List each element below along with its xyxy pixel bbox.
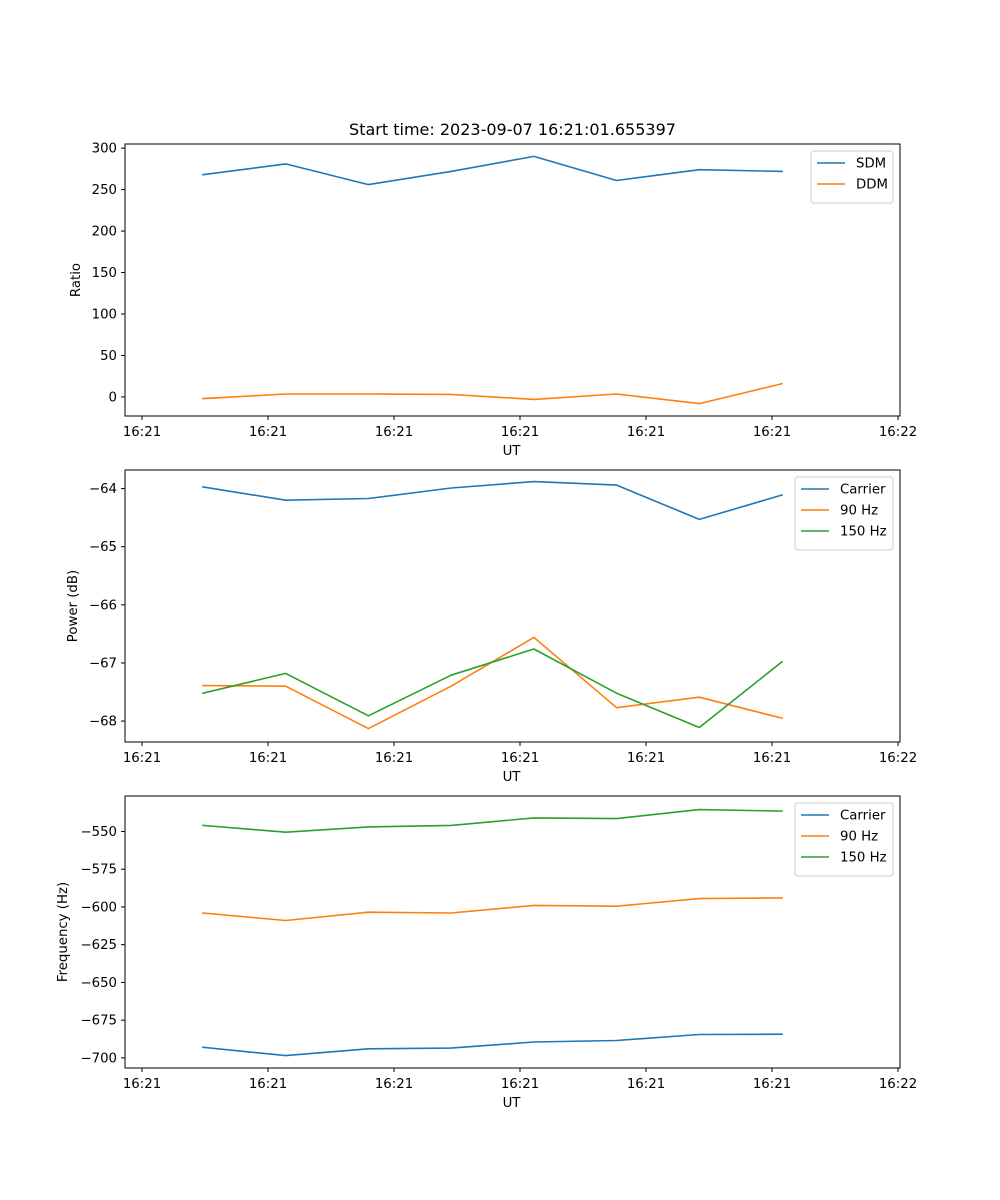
- legend-box: [810, 150, 894, 204]
- y-tick-label: −650: [80, 976, 117, 991]
- y-tick-label: −68: [89, 715, 117, 730]
- series-line-carrier: [202, 1033, 783, 1057]
- x-tick-label: 16:21: [123, 425, 161, 440]
- y-axis-label: Ratio: [69, 263, 84, 297]
- x-tick-label: 16:21: [627, 751, 665, 766]
- legend-label: 150 Hz: [840, 525, 887, 540]
- y-tick-label: 0: [109, 390, 117, 405]
- x-tick-label: 16:21: [375, 1077, 413, 1092]
- y-tick-label: 300: [92, 142, 117, 157]
- y-tick-label: 250: [92, 183, 117, 198]
- chart-title: Start time: 2023-09-07 16:21:01.655397: [349, 120, 676, 139]
- y-tick-label: 100: [92, 308, 117, 323]
- x-tick-label: 16:22: [879, 751, 917, 766]
- legend-label: DDM: [856, 178, 888, 193]
- x-tick-label: 16:21: [753, 751, 791, 766]
- x-tick-label: 16:21: [753, 425, 791, 440]
- y-tick-label: −675: [80, 1014, 117, 1029]
- x-tick-label: 16:22: [879, 425, 917, 440]
- x-tick-label: 16:22: [879, 1077, 917, 1092]
- x-tick-label: 16:21: [501, 425, 539, 440]
- x-tick-label: 16:21: [501, 1077, 539, 1092]
- chart-panel-2: 16:21 16:21 16:21 16:21 16:21 16:21 16:22 −68 −6…: [66, 469, 917, 785]
- y-axis-label: Power (dB): [66, 570, 81, 642]
- x-tick-label: 16:21: [627, 1077, 665, 1092]
- series-line-90-hz: [202, 636, 783, 730]
- y-axis-label: Frequency (Hz): [56, 882, 71, 982]
- series-line-150-hz: [202, 648, 784, 729]
- x-axis-label: UT: [503, 1096, 522, 1111]
- axes-frame: [124, 469, 901, 743]
- y-tick-label: −625: [80, 938, 117, 953]
- x-tick-label: 16:21: [627, 425, 665, 440]
- legend-label: Carrier: [840, 809, 886, 824]
- x-tick-label: 16:21: [249, 1077, 287, 1092]
- series-line-carrier: [202, 480, 783, 521]
- y-tick-label: 150: [92, 266, 117, 281]
- legend-label: 150 Hz: [840, 851, 887, 866]
- legend-label: 90 Hz: [840, 504, 878, 519]
- y-tick-label: −600: [80, 900, 117, 915]
- x-tick-label: 16:21: [123, 751, 161, 766]
- series-line-90-hz: [202, 897, 783, 922]
- x-tick-label: 16:21: [249, 425, 287, 440]
- series-line-150-hz: [202, 808, 783, 834]
- legend: Carrier 90 Hz 150 Hz: [794, 476, 894, 551]
- legend-label: SDM: [856, 157, 886, 172]
- y-tick-label: 50: [100, 349, 117, 364]
- x-tick-label: 16:21: [249, 751, 287, 766]
- x-tick-label: 16:21: [123, 1077, 161, 1092]
- legend: SDM DDM: [810, 150, 894, 204]
- y-tick-label: −67: [89, 656, 117, 671]
- y-tick-label: −64: [89, 482, 117, 497]
- axes-frame: [124, 143, 901, 417]
- y-tick-label: 200: [92, 225, 117, 240]
- x-axis-label: UT: [503, 444, 522, 459]
- axes-frame: [124, 795, 901, 1069]
- x-tick-label: 16:21: [753, 1077, 791, 1092]
- x-tick-label: 16:21: [501, 751, 539, 766]
- legend-label: 90 Hz: [840, 830, 878, 845]
- x-tick-label: 16:21: [375, 751, 413, 766]
- series-line-ddm: [202, 382, 783, 405]
- legend: Carrier 90 Hz 150 Hz: [794, 802, 894, 877]
- y-tick-label: −66: [89, 598, 117, 613]
- x-tick-label: 16:21: [375, 425, 413, 440]
- y-tick-label: −65: [89, 540, 117, 555]
- y-tick-label: −575: [80, 863, 117, 878]
- series-line-sdm: [202, 155, 783, 186]
- x-axis-label: UT: [503, 770, 522, 785]
- legend-label: Carrier: [840, 483, 886, 498]
- y-tick-label: −550: [80, 825, 117, 840]
- chart-panel-1: Start time: 2023-09-07 16:21:01.655397 16…: [69, 120, 917, 459]
- chart-panel-3: 16:21 16:21 16:21 16:21 16:21 16:21 16:22 −700 −…: [56, 795, 917, 1111]
- y-tick-label: −700: [80, 1051, 117, 1066]
